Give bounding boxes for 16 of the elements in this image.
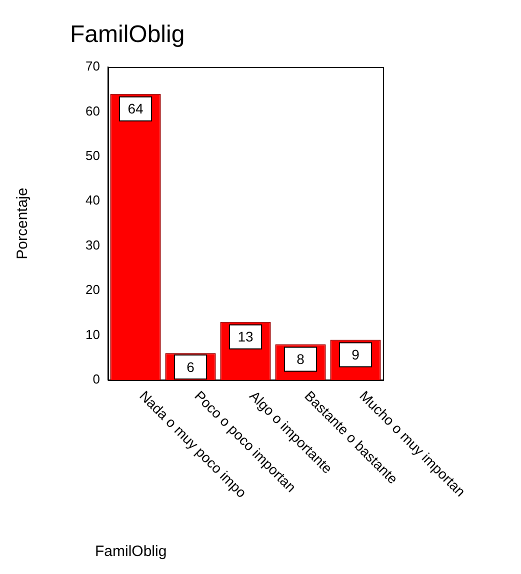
data-label: 13 [238,328,254,345]
y-tick-label: 40 [86,192,100,208]
chart-title: FamilOblig [70,21,185,48]
y-axis-title: Porcentaje [14,188,32,260]
data-label: 6 [186,358,195,375]
y-tick-label: 60 [86,103,100,118]
y-tick-label: 50 [86,148,100,164]
data-label: 64 [128,100,144,117]
y-tick-label: 30 [86,237,100,252]
data-label: 9 [352,346,360,363]
data-label: 8 [296,351,305,368]
y-tick-label: 0 [92,372,100,387]
y-tick-label: 10 [86,326,100,342]
y-tick-label: 70 [86,58,100,74]
y-tick-label: 20 [86,282,100,298]
x-axis-title: FamilOblig [95,543,167,560]
